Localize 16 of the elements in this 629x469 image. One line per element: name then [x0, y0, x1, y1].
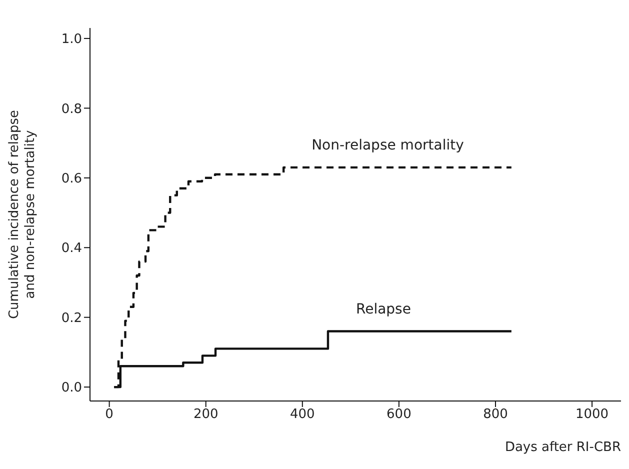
y-tick-label: 0.4 [61, 241, 82, 256]
y-tick-label: 0.8 [61, 102, 82, 117]
series-label: Relapse [356, 301, 411, 318]
y-tick-label: 0.2 [61, 310, 82, 326]
x-tick-label: 600 [386, 407, 412, 422]
y-tick-label: 1.0 [61, 32, 82, 48]
series-label: Non-relapse mortality [312, 137, 464, 154]
x-axis-title: Days after RI-CBR [504, 440, 621, 455]
x-tick-label: 400 [290, 407, 315, 422]
y-tick-label: 0.0 [61, 380, 82, 396]
x-tick-label: 200 [193, 407, 218, 422]
y-tick-label: 0.6 [61, 172, 82, 187]
x-tick-label: 0 [105, 407, 114, 422]
x-tick-label: 800 [483, 407, 508, 422]
y-axis-title: Cumulative incidence of relapse and non-relapse mortality [7, 110, 38, 320]
x-tick-label: 1000 [575, 407, 609, 422]
